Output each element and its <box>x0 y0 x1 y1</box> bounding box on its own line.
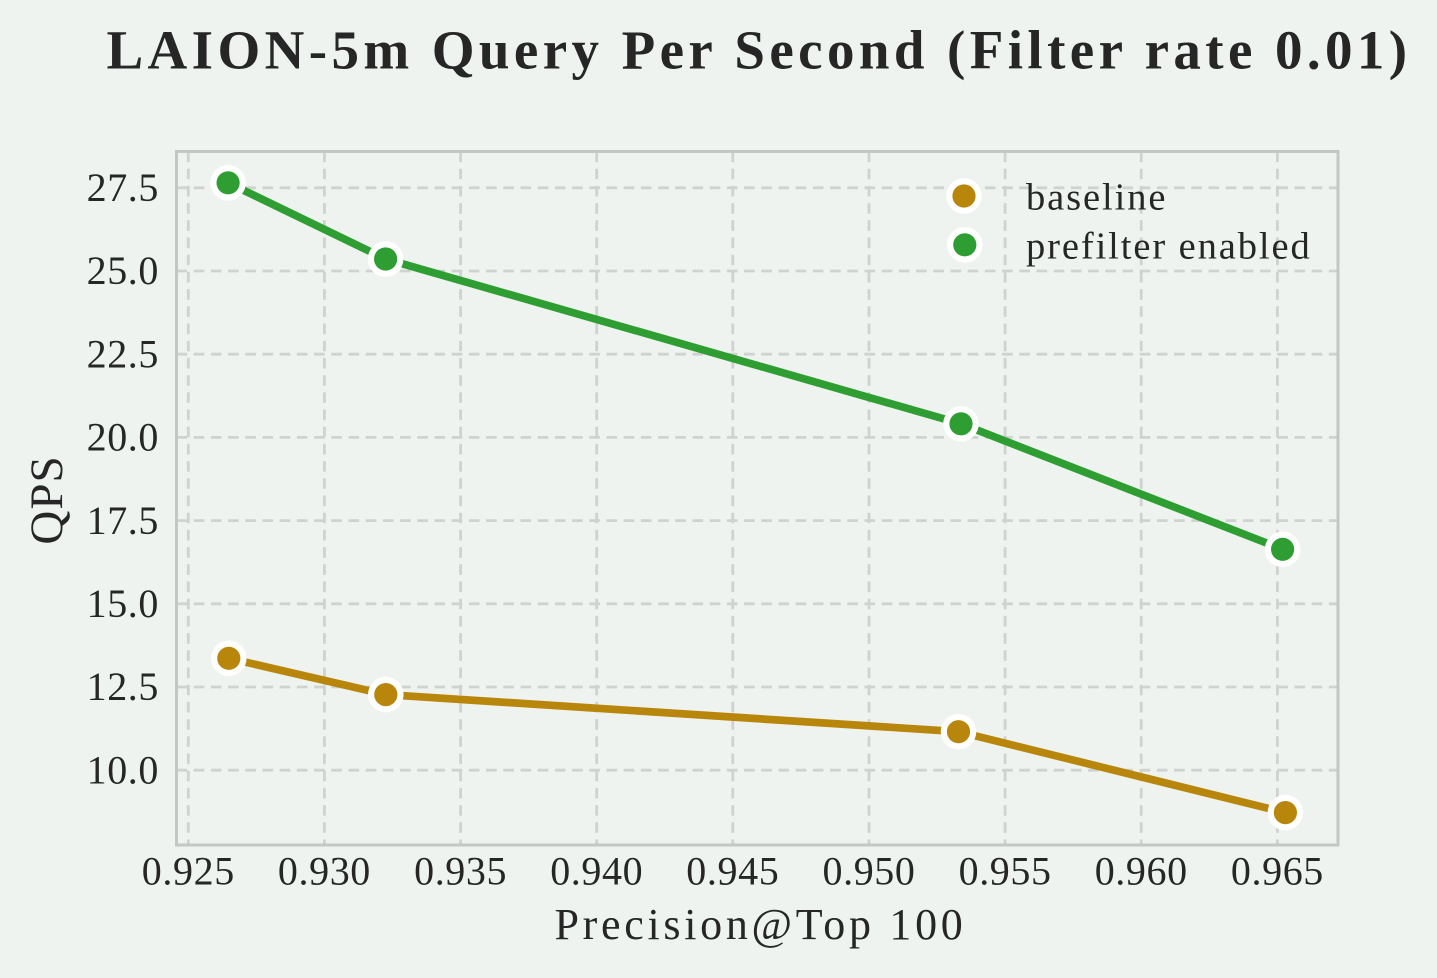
svg-text:15.0: 15.0 <box>87 581 159 626</box>
svg-text:prefilter enabled: prefilter enabled <box>1026 226 1312 268</box>
svg-text:0.925: 0.925 <box>142 848 235 893</box>
svg-text:0.935: 0.935 <box>414 848 507 893</box>
svg-text:0.965: 0.965 <box>1231 848 1324 893</box>
svg-text:LAION-5m Query Per Second (Fil: LAION-5m Query Per Second (Filter rate 0… <box>106 19 1411 80</box>
svg-text:12.5: 12.5 <box>87 664 159 709</box>
svg-text:baseline: baseline <box>1026 177 1167 219</box>
svg-text:0.955: 0.955 <box>959 848 1052 893</box>
svg-text:0.940: 0.940 <box>550 848 643 893</box>
svg-text:22.5: 22.5 <box>87 331 159 376</box>
svg-text:0.950: 0.950 <box>823 848 916 893</box>
svg-text:QPS: QPS <box>21 455 73 544</box>
svg-text:17.5: 17.5 <box>87 498 159 543</box>
svg-text:0.945: 0.945 <box>686 848 779 893</box>
svg-text:25.0: 25.0 <box>87 248 159 293</box>
svg-text:27.5: 27.5 <box>87 165 159 210</box>
svg-text:Precision@Top 100: Precision@Top 100 <box>555 900 967 949</box>
svg-text:10.0: 10.0 <box>87 747 159 792</box>
svg-text:20.0: 20.0 <box>87 415 159 460</box>
svg-text:0.960: 0.960 <box>1095 848 1188 893</box>
svg-text:0.930: 0.930 <box>278 848 371 893</box>
